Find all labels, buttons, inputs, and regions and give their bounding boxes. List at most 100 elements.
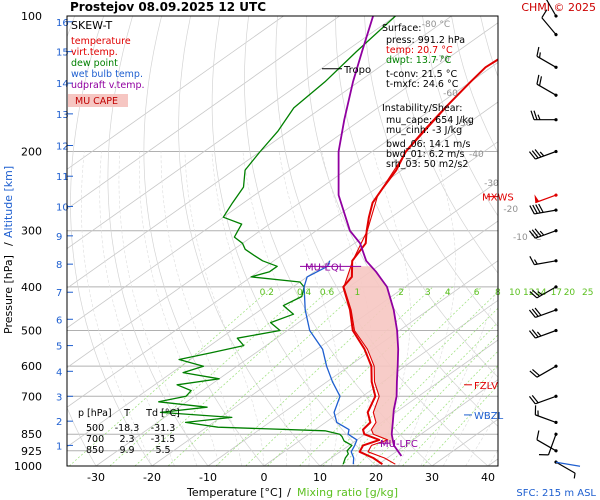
wind-barb-full	[531, 229, 539, 238]
profiles	[158, 16, 498, 466]
legend-item-dew-point: dew point	[71, 58, 118, 69]
wind-barb	[534, 405, 558, 424]
dry-adiabat	[596, 16, 600, 466]
wind-barb-full	[532, 289, 540, 297]
wind-barb-staff	[535, 150, 557, 160]
wind-barb	[541, 9, 558, 37]
isotherm	[544, 16, 600, 466]
isotherm-label: -60	[443, 89, 458, 99]
mixing-ratio-label: 0.2	[260, 288, 274, 298]
wind-barb-staff	[535, 230, 557, 239]
wind-barb-full	[528, 330, 536, 339]
legend-cape-label: MU CAPE	[75, 96, 118, 107]
surface-title: Surface:	[382, 23, 421, 34]
wind-barb-full	[538, 454, 549, 456]
wind-barb-station	[554, 208, 558, 212]
levels-row-p: 700	[86, 434, 104, 445]
dry-adiabat	[107, 16, 209, 466]
x-tick-label: -20	[143, 471, 161, 484]
marker-mu_eql: MU-EQL	[305, 262, 345, 273]
wind-barb-staff	[535, 395, 557, 405]
moist-adiabat	[160, 151, 242, 466]
p-tick-label: 925	[21, 445, 42, 458]
altitude-tick-label: 7	[56, 288, 62, 299]
p-tick-label: 200	[21, 145, 42, 158]
instability-bwd01: bwd_01: 6.2 m/s	[386, 149, 464, 160]
moist-adiabat	[242, 151, 312, 466]
wind-barb-full	[531, 150, 539, 159]
levels-row-t: -18.3	[115, 423, 140, 434]
wind-barb	[529, 255, 558, 266]
series-line	[158, 16, 396, 465]
levels-row-t: 9.9	[119, 445, 134, 456]
levels-header-td: Td [°C]	[145, 408, 180, 419]
legend-item-virt-temp: virt.temp.	[71, 47, 118, 58]
p-tick-label: 1000	[14, 460, 42, 473]
instability-mu-cape: mu_cape: 654 J/kg	[386, 115, 474, 126]
legend-title: SKEW-T	[71, 19, 113, 32]
wind-barb	[528, 394, 558, 405]
wind-barb-full	[528, 151, 536, 160]
wind-barb	[544, 0, 558, 18]
isotherm-label: -50	[457, 119, 472, 129]
legend-item-temperature: temperature	[71, 36, 131, 47]
dry-adiabat	[143, 16, 265, 466]
x-axis-label-mixing: Mixing ratio [g/kg]	[297, 486, 398, 499]
x-tick-label: 40	[481, 471, 495, 484]
isotherm	[67, 22, 498, 329]
y-axis-separator: /	[2, 242, 15, 246]
altitude-tick-label: 2	[56, 417, 62, 428]
wind-barb-full	[538, 203, 544, 213]
wind-barb-half	[537, 410, 539, 416]
mixing-ratio-label: 14	[535, 288, 547, 298]
marker-wbzl: WBZL	[474, 411, 504, 422]
series-line	[343, 59, 498, 465]
wind-barb	[536, 74, 558, 97]
wind-barb	[528, 328, 558, 339]
mixing-ratio-line	[322, 291, 498, 466]
moist-adiabat	[278, 151, 340, 466]
sfc-label: SFC: 215 m ASL	[516, 488, 596, 499]
levels-row-p: 500	[86, 423, 104, 434]
wind-barb-pennant	[534, 194, 540, 203]
p-tick-label: 400	[21, 281, 42, 294]
x-tick-label: -30	[87, 471, 105, 484]
mixing-ratio-line	[402, 364, 498, 466]
dry-adiabat	[567, 16, 600, 466]
altitude-tick-label: 14	[56, 79, 69, 90]
instability-title: Instability/Shear:	[382, 103, 462, 114]
y-axis-label-altitude: Altitude [km]	[2, 166, 15, 238]
wind-barb-staff	[541, 17, 557, 35]
isotherm	[375, 379, 498, 466]
series-line	[342, 58, 498, 466]
altitude-tick-label: 15	[56, 48, 69, 59]
legend: SKEW-T temperature virt.temp. dew point …	[68, 19, 145, 107]
mixing-ratio-line	[109, 286, 310, 466]
mixing-ratio-label: 0.4	[297, 288, 312, 298]
cape-fill	[343, 266, 399, 444]
wind-barb	[534, 193, 558, 204]
levels-row-p: 850	[86, 445, 104, 456]
wind-barb-full	[536, 430, 540, 440]
wind-barb-full	[530, 110, 535, 120]
surface-tmxfc: t-mxfc: 24.6 °C	[386, 79, 459, 90]
moist-adiabat	[420, 283, 498, 466]
mixing-ratio-line	[341, 307, 498, 466]
dry-adiabat	[211, 16, 377, 466]
series-line	[303, 260, 358, 465]
wind-barb-full	[535, 204, 541, 214]
wind-barb	[528, 307, 558, 318]
levels-row-td: 5.5	[155, 445, 170, 456]
x-axis-label: Temperature [°C]	[186, 486, 282, 499]
isotherm	[67, 16, 396, 250]
isotherm	[207, 260, 498, 466]
levels-header-t: T	[123, 408, 130, 419]
wind-barb-full	[533, 110, 538, 120]
wind-barb-full	[538, 76, 543, 86]
wind-barb-full	[528, 309, 536, 318]
moist-adiabat	[139, 151, 220, 466]
levels-header-p: p [hPa]	[78, 408, 112, 419]
wind-barb-staff	[534, 209, 557, 215]
wind-barb-full	[534, 405, 537, 415]
